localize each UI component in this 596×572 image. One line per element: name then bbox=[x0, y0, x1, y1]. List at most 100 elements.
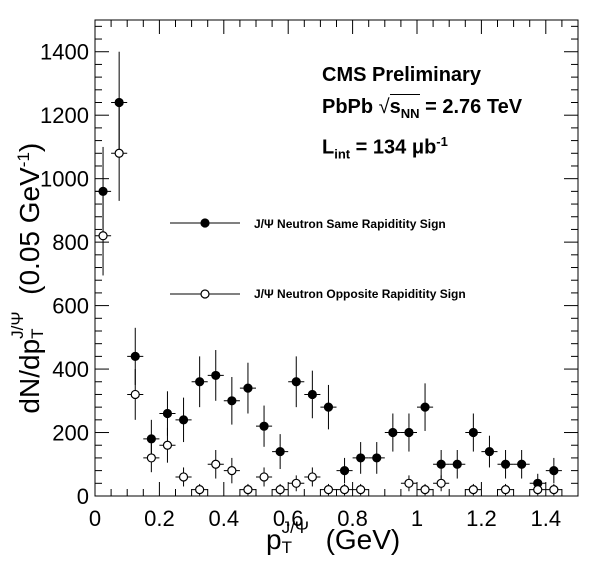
point-opposite-sign bbox=[256, 467, 272, 486]
data-marker bbox=[260, 473, 268, 481]
point-same-sign bbox=[514, 450, 530, 479]
point-same-sign bbox=[546, 458, 562, 483]
point-opposite-sign bbox=[433, 475, 449, 491]
point-same-sign bbox=[417, 383, 433, 431]
data-marker bbox=[276, 448, 284, 456]
annotation-cms-preliminary: CMS Preliminary bbox=[322, 64, 481, 87]
data-marker bbox=[341, 467, 349, 475]
point-same-sign bbox=[320, 385, 336, 429]
data-marker bbox=[550, 467, 558, 475]
point-same-sign bbox=[433, 450, 449, 479]
data-marker bbox=[147, 435, 155, 443]
point-opposite-sign bbox=[272, 484, 288, 495]
data-marker bbox=[115, 149, 123, 157]
data-marker bbox=[99, 232, 107, 240]
point-opposite-sign bbox=[176, 467, 192, 486]
point-same-sign bbox=[256, 406, 272, 447]
legend-label-same-sign: J/Ψ Neutron Same Rapiditity Sign bbox=[254, 217, 446, 231]
point-opposite-sign bbox=[304, 467, 320, 486]
data-marker bbox=[437, 479, 445, 487]
point-same-sign bbox=[449, 450, 465, 479]
point-same-sign bbox=[498, 450, 514, 479]
point-opposite-sign bbox=[95, 196, 111, 275]
annotation-luminosity: Lint = 134 μb-1 bbox=[322, 134, 448, 162]
data-marker bbox=[469, 429, 477, 437]
data-marker bbox=[405, 479, 413, 487]
y-tick-label: 200 bbox=[52, 421, 89, 446]
x-tick-label: 0.2 bbox=[144, 506, 175, 531]
point-opposite-sign bbox=[240, 484, 256, 495]
data-marker bbox=[115, 99, 123, 107]
legend-markers bbox=[170, 219, 240, 298]
data-marker bbox=[502, 486, 510, 494]
point-same-sign bbox=[192, 356, 208, 407]
y-axis-title: dN/dp J/Ψ T (0.05 GeV-1) bbox=[14, 38, 46, 518]
point-same-sign bbox=[304, 371, 320, 419]
point-opposite-sign bbox=[288, 475, 304, 491]
point-same-sign bbox=[337, 458, 353, 483]
x-tick-label: 0 bbox=[89, 506, 101, 531]
data-marker bbox=[228, 397, 236, 405]
x-tick-label: 0.4 bbox=[209, 506, 240, 531]
y-tick-label: 1000 bbox=[40, 167, 89, 192]
data-marker bbox=[324, 486, 332, 494]
data-marker bbox=[389, 429, 397, 437]
data-marker bbox=[373, 454, 381, 462]
data-marker bbox=[437, 460, 445, 468]
point-opposite-sign bbox=[546, 484, 562, 495]
point-opposite-sign bbox=[530, 484, 546, 495]
data-marker bbox=[357, 486, 365, 494]
data-marker bbox=[180, 416, 188, 424]
point-opposite-sign bbox=[498, 484, 514, 495]
data-marker bbox=[212, 371, 220, 379]
y-tick-label: 600 bbox=[52, 294, 89, 319]
point-opposite-sign bbox=[111, 106, 127, 201]
data-marker bbox=[357, 454, 365, 462]
legend-marker bbox=[201, 290, 209, 298]
data-marker bbox=[212, 460, 220, 468]
data-marker bbox=[308, 473, 316, 481]
x-tick-label: 1.4 bbox=[531, 506, 562, 531]
point-opposite-sign bbox=[417, 484, 433, 495]
point-same-sign bbox=[401, 413, 417, 451]
point-opposite-sign bbox=[224, 458, 240, 483]
data-marker bbox=[324, 403, 332, 411]
legend-label-opposite-sign: J/Ψ Neutron Opposite Rapiditity Sign bbox=[254, 287, 466, 301]
data-marker bbox=[341, 486, 349, 494]
data-marker bbox=[244, 486, 252, 494]
y-tick-label: 400 bbox=[52, 357, 89, 382]
data-marker bbox=[163, 441, 171, 449]
data-marker bbox=[405, 429, 413, 437]
point-opposite-sign bbox=[353, 484, 369, 495]
data-marker bbox=[228, 467, 236, 475]
point-same-sign bbox=[353, 442, 369, 474]
point-same-sign bbox=[481, 436, 497, 468]
data-marker bbox=[147, 454, 155, 462]
data-marker bbox=[131, 390, 139, 398]
data-marker bbox=[502, 460, 510, 468]
point-opposite-sign bbox=[143, 444, 159, 473]
point-opposite-sign bbox=[159, 428, 175, 463]
data-marker bbox=[469, 486, 477, 494]
y-tick-label: 1200 bbox=[40, 103, 89, 128]
point-same-sign bbox=[240, 363, 256, 414]
data-marker bbox=[292, 479, 300, 487]
point-opposite-sign bbox=[465, 484, 481, 495]
data-marker bbox=[550, 486, 558, 494]
data-marker bbox=[534, 486, 542, 494]
data-marker bbox=[518, 460, 526, 468]
legend-marker bbox=[201, 219, 209, 227]
x-tick-label: 1 bbox=[411, 506, 423, 531]
y-tick-label: 1400 bbox=[40, 40, 89, 65]
y-tick-label: 0 bbox=[77, 484, 89, 509]
data-marker bbox=[276, 486, 284, 494]
data-marker bbox=[196, 486, 204, 494]
point-opposite-sign bbox=[192, 484, 208, 495]
data-marker bbox=[163, 409, 171, 417]
data-marker bbox=[244, 384, 252, 392]
point-opposite-sign bbox=[320, 484, 336, 495]
point-opposite-sign bbox=[401, 475, 417, 491]
point-same-sign bbox=[288, 356, 304, 407]
x-tick-label: 1.2 bbox=[466, 506, 497, 531]
